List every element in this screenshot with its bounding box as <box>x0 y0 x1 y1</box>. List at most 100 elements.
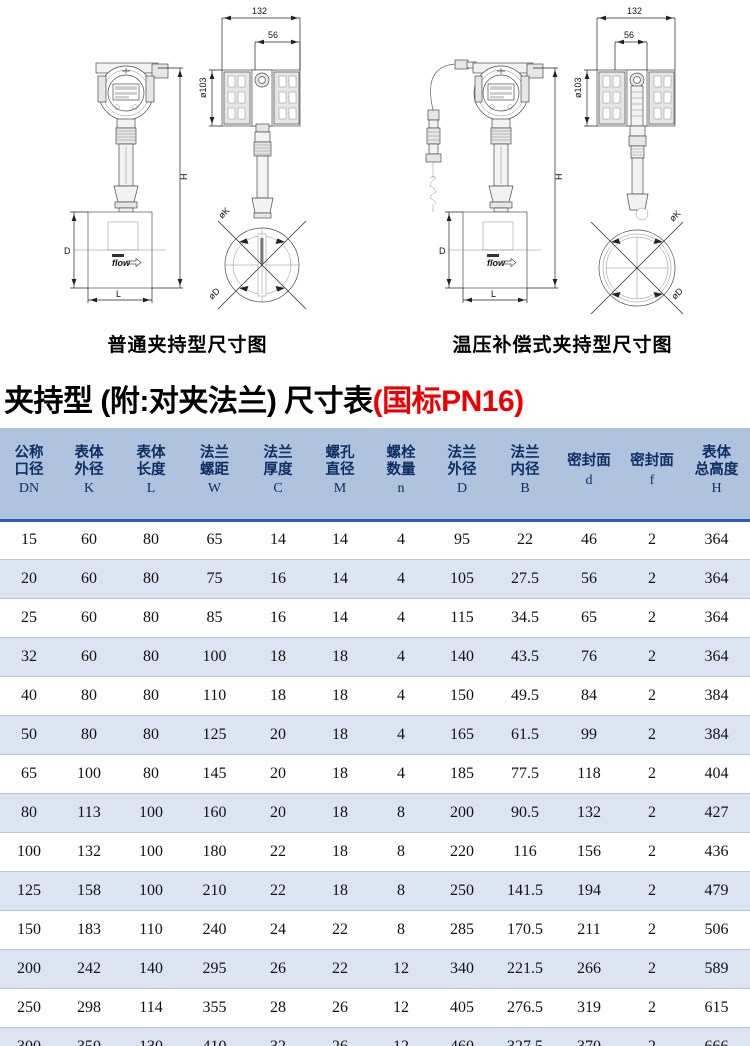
dimension-o103-left <box>209 69 222 127</box>
dimension-132-right <box>596 15 676 70</box>
cell-w: 210 <box>182 870 247 911</box>
cell-m: 26 <box>309 987 371 1028</box>
figure-temp-pressure-compensated-clamp: flow D L <box>375 0 750 318</box>
column-header-line2: 厚度 <box>263 461 293 478</box>
page-title-main: 夹持型 (附:对夹法兰) 尺寸表 <box>4 385 373 418</box>
cell-w: 75 <box>182 558 247 599</box>
cell-f: 2 <box>621 558 683 599</box>
cell-n: 8 <box>371 909 431 950</box>
dimension-table-wrap: 公称 口径 DN 表体 外径 K 表体 长度 L 法兰 螺距 W 法兰 厚度 C 螺孔 直径 M 螺栓 数量 n 法兰 外径… <box>0 428 750 1046</box>
cell-w: 145 <box>182 753 247 794</box>
dimension-H-left <box>152 67 183 289</box>
svg-text:flow: flow <box>112 258 131 268</box>
cell-n: 4 <box>371 558 431 599</box>
column-header-symbol: d <box>585 472 593 488</box>
label-oD-r: øD <box>669 286 685 302</box>
dimension-o103-right <box>584 69 597 127</box>
cell-c: 14 <box>247 519 309 560</box>
cell-l: 80 <box>120 558 182 599</box>
column-header-b: 法兰 内径 B <box>493 428 557 522</box>
cell-c: 26 <box>247 948 309 989</box>
column-header-line1: 公称 <box>14 444 44 461</box>
label-H: H <box>179 174 189 181</box>
cell-m: 14 <box>309 558 371 599</box>
cell-m: 18 <box>309 792 371 833</box>
cell-w: 100 <box>182 636 247 677</box>
cell-b: 77.5 <box>493 753 557 794</box>
column-header-line1: 表体 <box>136 444 166 461</box>
cell-m: 18 <box>309 714 371 755</box>
cell-d: 200 <box>431 792 493 833</box>
table-row: 20 60 80 75 16 14 4 105 27.5 56 2 364 <box>0 558 750 599</box>
label-oD: øD <box>206 286 222 302</box>
column-header-line2: 口径 <box>14 461 44 478</box>
cell-d: 56 <box>557 558 621 599</box>
dimension-oK-oD-right <box>590 221 684 315</box>
cell-w: 180 <box>182 831 247 872</box>
column-header-line1: 法兰 <box>200 444 229 461</box>
label-o103-r: ø103 <box>573 77 583 98</box>
cell-dn: 300 <box>0 1026 58 1046</box>
cell-w: 410 <box>182 1026 247 1046</box>
cell-dn: 80 <box>0 792 58 833</box>
caption-compensated-clamp: 温压补偿式夹持型尺寸图 <box>452 334 673 356</box>
cell-d: 460 <box>431 1026 493 1046</box>
cell-l: 130 <box>120 1026 182 1046</box>
cell-f: 2 <box>621 753 683 794</box>
cell-c: 22 <box>247 870 309 911</box>
page-title-standard-badge: (国标PN16) <box>372 385 525 418</box>
column-header-line2: 外径 <box>74 461 104 478</box>
cell-w: 240 <box>182 909 247 950</box>
cell-d: 370 <box>557 1026 621 1046</box>
cell-h: 506 <box>683 909 750 950</box>
table-row: 65 100 80 145 20 18 4 185 77.5 118 2 404 <box>0 753 750 794</box>
cell-d: 285 <box>431 909 493 950</box>
column-header-line2: 密封面 <box>567 453 611 470</box>
column-header-line2: 长度 <box>136 461 166 478</box>
table-row: 125 158 100 210 22 18 8 250 141.5 194 2 479 <box>0 870 750 911</box>
label-L-r: L <box>491 289 496 299</box>
table-row: 32 60 80 100 18 18 4 140 43.5 76 2 364 <box>0 636 750 677</box>
cell-k: 113 <box>58 792 120 833</box>
column-header-n: 螺栓 数量 n <box>371 428 431 522</box>
cell-k: 80 <box>58 714 120 755</box>
cell-dn: 20 <box>0 558 58 599</box>
cell-n: 12 <box>371 987 431 1028</box>
cell-m: 18 <box>309 831 371 872</box>
cell-k: 132 <box>58 831 120 872</box>
cell-h: 364 <box>683 636 750 677</box>
cell-l: 100 <box>120 831 182 872</box>
cell-b: 141.5 <box>493 870 557 911</box>
cell-h: 436 <box>683 831 750 872</box>
capillary-assembly-front <box>425 59 477 212</box>
cell-c: 16 <box>247 597 309 638</box>
cell-f: 2 <box>621 792 683 833</box>
column-header-symbol: f <box>649 472 655 488</box>
cell-d: 220 <box>431 831 493 872</box>
cell-w: 85 <box>182 597 247 638</box>
cell-f: 2 <box>621 870 683 911</box>
cell-c: 32 <box>247 1026 309 1046</box>
cell-d: 194 <box>557 870 621 911</box>
column-header-line1: 法兰 <box>263 444 293 461</box>
cell-b: 221.5 <box>493 948 557 989</box>
cell-h: 404 <box>683 753 750 794</box>
cell-k: 80 <box>58 675 120 716</box>
cell-k: 100 <box>58 753 120 794</box>
column-header-symbol: K <box>83 481 95 497</box>
table-row: 200 242 140 295 26 22 12 340 221.5 266 2 589 <box>0 948 750 989</box>
column-header-k: 表体 外径 K <box>58 428 120 522</box>
label-56-r: 56 <box>624 30 634 40</box>
cell-c: 20 <box>247 753 309 794</box>
column-header-dn: 公称 口径 DN <box>0 428 58 522</box>
table-row: 250 298 114 355 28 26 12 405 276.5 319 2 615 <box>0 987 750 1028</box>
column-header-line2: 数量 <box>386 461 416 478</box>
cell-n: 8 <box>371 870 431 911</box>
cell-f: 2 <box>621 831 683 872</box>
cell-w: 65 <box>182 519 247 560</box>
column-header-line2: 外径 <box>447 461 477 478</box>
caption-standard-clamp: 普通夹持型尺寸图 <box>107 334 268 356</box>
cell-f: 2 <box>621 1026 683 1046</box>
cell-c: 24 <box>247 909 309 950</box>
column-header-symbol: B <box>520 481 530 497</box>
